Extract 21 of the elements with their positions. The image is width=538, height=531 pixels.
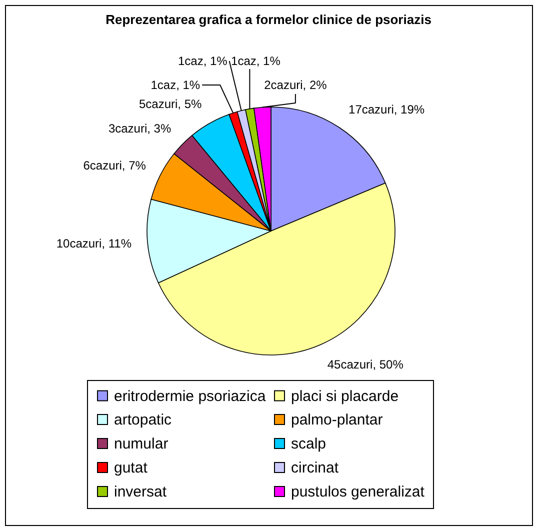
data-label: 2cazuri, 2% bbox=[264, 78, 328, 92]
data-label: 1caz, 1% bbox=[178, 54, 228, 68]
data-label: 6cazuri, 7% bbox=[83, 158, 146, 172]
legend-label: numular bbox=[114, 436, 168, 452]
legend-label: circinat bbox=[291, 460, 340, 476]
data-label: 1caz, 1% bbox=[231, 54, 281, 68]
data-label: 45cazuri, 50% bbox=[327, 358, 404, 372]
legend-label: palmo-plantar bbox=[291, 412, 383, 428]
data-label: 3cazuri, 3% bbox=[108, 122, 172, 136]
data-label: 10cazuri, 11% bbox=[56, 236, 132, 251]
legend-label: gutat bbox=[114, 460, 148, 476]
legend-label: eritrodermie psoriazica bbox=[114, 388, 266, 405]
legend-label: inversat bbox=[114, 484, 168, 500]
legend-label: placi si placarde bbox=[291, 388, 399, 405]
data-label: 5cazuri, 5% bbox=[138, 97, 202, 112]
data-label: 17cazuri, 19% bbox=[348, 102, 425, 116]
legend-label: scalp bbox=[291, 436, 326, 452]
data-label: 1caz, 1% bbox=[150, 78, 200, 92]
chart-title: Reprezentarea grafica a formelor clinice de psoriazis bbox=[106, 12, 432, 27]
legend-label: artopatic bbox=[114, 412, 172, 428]
legend-label: pustulos generalizat bbox=[291, 484, 426, 500]
